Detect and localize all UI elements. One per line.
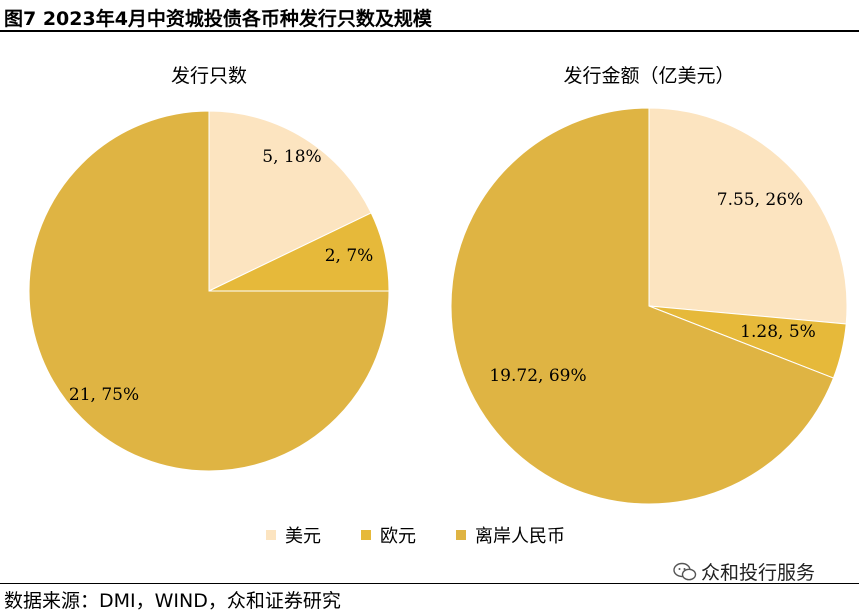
legend-label-eur: 欧元 (380, 526, 416, 547)
pie-slice-amount-usd (648, 107, 848, 325)
legend-label-usd: 美元 (285, 526, 321, 547)
legend-swatch-usd (266, 530, 276, 540)
pie-slice-count-usd (208, 110, 372, 292)
legend: 美元 欧元 离岸人民币 (266, 522, 565, 548)
pie-count: 5, 18% 2, 7% 21, 75% (28, 110, 390, 472)
data-label-amount-usd: 7.55, 26% (717, 190, 803, 210)
data-label-amount-eur: 1.28, 5% (740, 322, 816, 342)
legend-label-cnh: 离岸人民币 (475, 526, 565, 547)
data-label-count-eur: 2, 7% (325, 246, 374, 266)
wechat-icon (673, 562, 697, 580)
legend-swatch-eur (361, 530, 371, 540)
chart-title-amount: 发行金额（亿美元） (563, 65, 734, 87)
legend-item-usd: 美元 (266, 522, 321, 548)
legend-item-eur: 欧元 (361, 522, 416, 548)
watermark: 众和投行服务 (673, 558, 815, 585)
data-label-count-usd: 5, 18% (262, 147, 321, 167)
bottom-rule (0, 583, 859, 584)
source-note: 数据来源：DMI，WIND，众和证券研究 (4, 590, 341, 612)
chart-title-count: 发行只数 (171, 65, 247, 87)
legend-swatch-cnh (456, 530, 466, 540)
pie-slice-amount-cnh (450, 107, 835, 505)
watermark-text: 众和投行服务 (701, 562, 816, 584)
top-rule (0, 30, 859, 32)
pie-slice-count-cnh (28, 110, 390, 472)
legend-item-cnh: 离岸人民币 (456, 522, 565, 548)
figure-title: 图7 2023年4月中资城投债各币种发行只数及规模 (4, 8, 432, 30)
pie-amount: 7.55, 26% 1.28, 5% 19.72, 69% (450, 107, 848, 505)
data-label-amount-cnh: 19.72, 69% (489, 366, 586, 386)
data-label-count-cnh: 21, 75% (69, 385, 139, 405)
